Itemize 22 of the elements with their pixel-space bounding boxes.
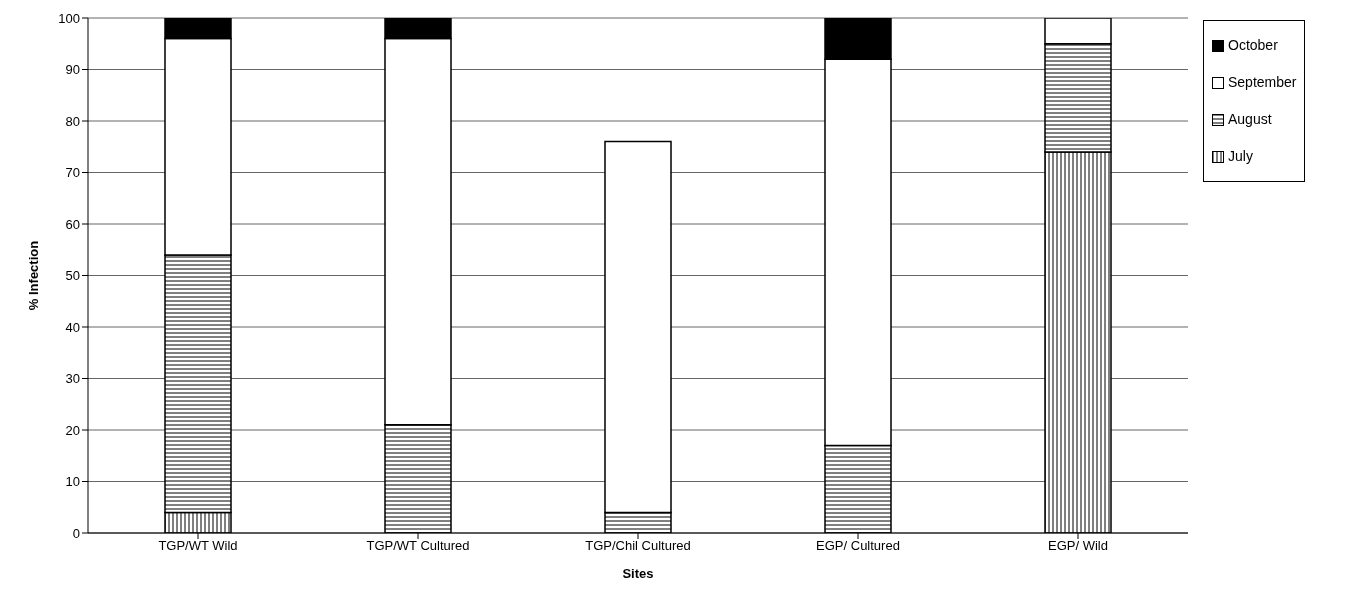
y-tick-label: 100 (58, 10, 80, 26)
y-tick-label: 10 (65, 474, 80, 490)
y-tick-label: 40 (65, 319, 80, 335)
y-tick-label: 70 (65, 165, 80, 181)
legend-label: October (1228, 36, 1278, 55)
legend-label: July (1228, 147, 1253, 166)
x-tick-label: TGP/Chil Cultured (585, 538, 691, 554)
y-axis-title: % Infection (25, 240, 41, 311)
y-tick-label: 90 (65, 62, 80, 78)
legend-label: September (1228, 73, 1297, 92)
x-tick-label: TGP/WT Wild (158, 538, 238, 554)
x-tick-label: EGP/ Wild (1048, 538, 1108, 554)
legend-label: August (1228, 110, 1272, 129)
x-tick-label: TGP/WT Cultured (366, 538, 470, 554)
y-tick-label: 80 (65, 113, 80, 129)
y-tick-label: 20 (65, 422, 80, 438)
x-axis-title: Sites (622, 566, 654, 581)
y-tick-label: 50 (65, 268, 80, 284)
y-tick-label: 60 (65, 216, 80, 232)
x-tick-label: EGP/ Cultured (816, 538, 900, 554)
y-tick-label: 0 (72, 525, 80, 541)
y-tick-label: 30 (65, 371, 80, 387)
